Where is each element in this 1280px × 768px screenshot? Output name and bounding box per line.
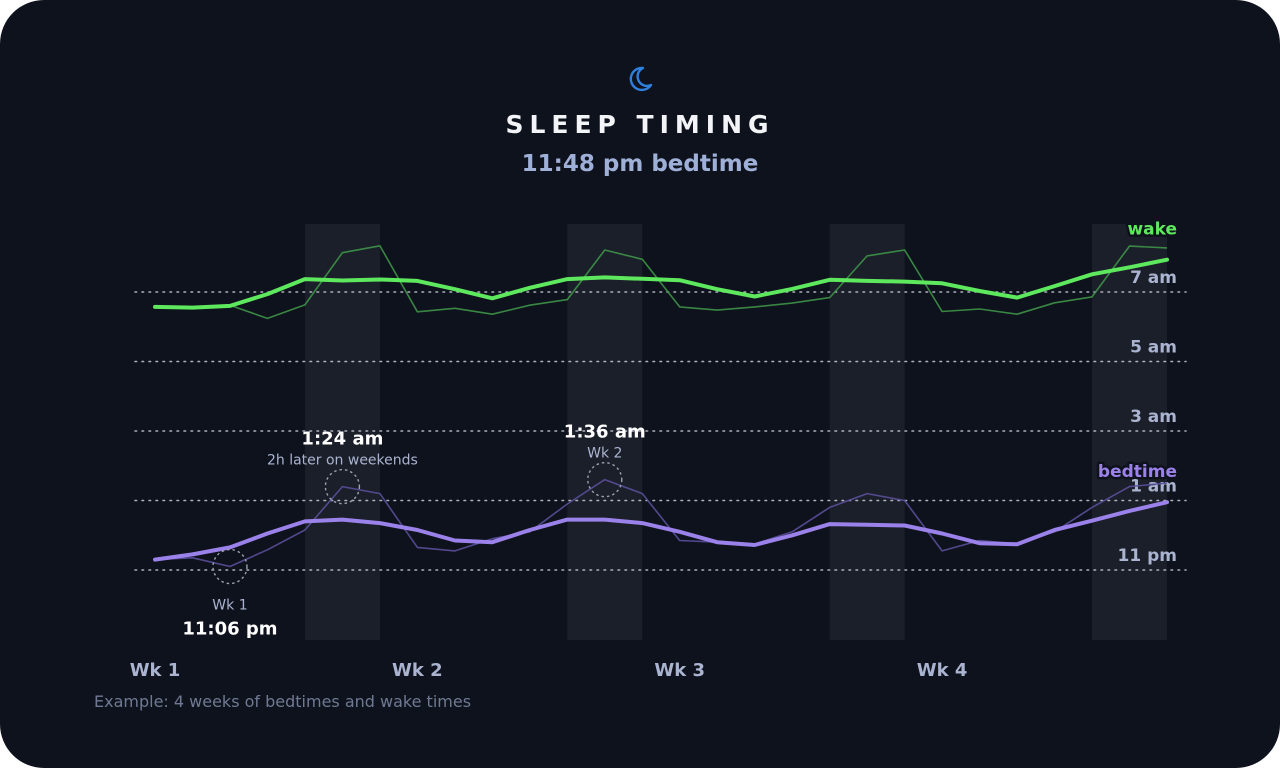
x-axis-labels: Wk 1 Wk 2 Wk 3 Wk 4 <box>130 660 968 681</box>
footnote: Example: 4 weeks of bedtimes and wake ti… <box>94 692 472 711</box>
y-tick-label: 5 am <box>1130 338 1177 358</box>
wake-trend-line <box>153 257 1169 310</box>
annotation-3: 1:36 am Wk 2 <box>564 422 646 498</box>
annotation-2: 1:24 am 2h later on weekends <box>267 429 418 505</box>
y-tick-label: 7 am <box>1130 268 1177 288</box>
grid-lines <box>134 291 1187 571</box>
annotation-note: 2h later on weekends <box>267 453 418 469</box>
annotation-marker <box>587 461 623 498</box>
wake-series-label: wake <box>1127 220 1177 240</box>
x-tick-label: Wk 1 <box>130 660 181 681</box>
bedtime-series-label: bedtime <box>1098 462 1177 482</box>
chart-subtitle: 11:48 pm bedtime <box>521 151 759 177</box>
annotation-note: Wk 1 <box>212 598 247 614</box>
y-tick-label: 11 pm <box>1118 546 1177 566</box>
chart-title: SLEEP TIMING <box>505 110 775 139</box>
series-labels: wake bedtime <box>1095 217 1179 485</box>
annotation-time: 1:24 am <box>301 429 383 450</box>
x-tick-label: Wk 2 <box>392 660 443 681</box>
annotation-marker <box>212 548 248 585</box>
series-lines <box>153 245 1169 568</box>
weekend-band-3 <box>829 224 905 640</box>
annotation-time: 11:06 pm <box>182 619 277 640</box>
annotation-note: Wk 2 <box>587 446 622 462</box>
annotation-marker <box>324 468 361 505</box>
y-axis-labels: 11 pm 1 am 3 am 5 am 7 am <box>1118 268 1177 566</box>
y-tick-label: 1 am <box>1130 477 1177 497</box>
x-tick-label: Wk 4 <box>917 660 968 681</box>
bedtime-trend-line <box>153 500 1169 562</box>
moon-icon <box>629 66 653 92</box>
annotation-time: 1:36 am <box>564 422 646 443</box>
y-tick-label: 3 am <box>1130 407 1177 427</box>
annotation-1: Wk 1 11:06 pm <box>182 548 278 640</box>
x-tick-label: Wk 3 <box>654 660 705 681</box>
